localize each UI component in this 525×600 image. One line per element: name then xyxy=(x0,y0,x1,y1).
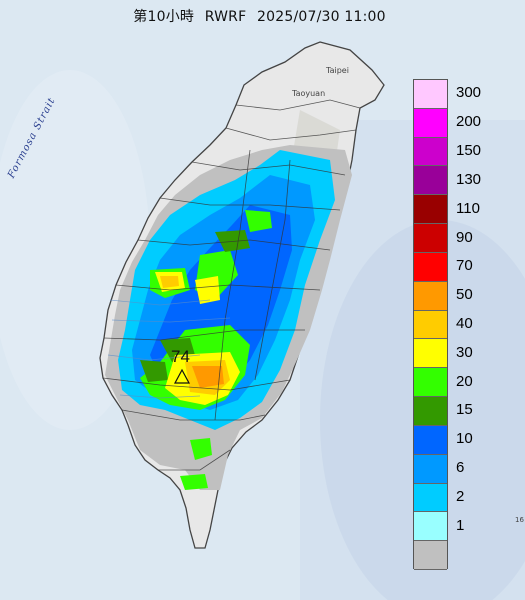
legend-swatch xyxy=(414,281,447,311)
legend-label: 150 xyxy=(456,142,482,160)
legend-label: 300 xyxy=(456,84,482,102)
legend-label: 50 xyxy=(456,286,473,304)
legend-label: 20 xyxy=(456,372,473,390)
edge-mark: 16 xyxy=(515,516,524,524)
legend-label: 70 xyxy=(456,257,473,275)
legend-swatch xyxy=(414,397,447,426)
legend-label: 15 xyxy=(456,401,473,419)
legend-swatch xyxy=(414,541,447,570)
legend-label: 90 xyxy=(456,228,473,246)
legend-swatch xyxy=(414,137,447,167)
city-label-taoyuan: Taoyuan xyxy=(292,89,326,98)
title-model: RWRF xyxy=(204,9,247,25)
legend-swatch xyxy=(414,108,447,138)
legend-label: 1 xyxy=(456,516,465,534)
legend-swatch xyxy=(414,339,447,369)
legend-label: 40 xyxy=(456,315,473,332)
legend-swatch xyxy=(414,310,447,340)
legend-label: 130 xyxy=(456,170,482,188)
map-title: 第10小時 RWRF 2025/07/30 11:00 xyxy=(0,6,525,26)
legend-swatch xyxy=(414,224,447,253)
legend-swatch xyxy=(414,483,447,513)
legend-swatch xyxy=(414,80,447,109)
title-hour: 第10小時 xyxy=(133,9,195,25)
legend-swatch xyxy=(414,368,447,398)
city-label-taipei: Taipei xyxy=(326,66,349,75)
legend-swatch xyxy=(414,166,447,196)
legend-label: 200 xyxy=(456,113,482,131)
legend-swatch xyxy=(414,454,447,484)
legend-swatch xyxy=(414,512,447,542)
legend-label: 6 xyxy=(456,459,465,477)
max-rain-value: 74 xyxy=(171,347,190,366)
legend-swatch xyxy=(414,252,447,282)
legend-swatch xyxy=(414,425,447,455)
legend-label: 30 xyxy=(456,343,473,361)
legend-label: 2 xyxy=(456,487,465,505)
legend-label: 10 xyxy=(456,430,473,448)
title-datetime: 2025/07/30 11:00 xyxy=(257,9,386,25)
rainfall-legend xyxy=(413,79,448,570)
legend-swatch xyxy=(414,195,447,225)
legend-label: 110 xyxy=(456,199,480,217)
max-rain-marker-icon xyxy=(173,368,191,384)
